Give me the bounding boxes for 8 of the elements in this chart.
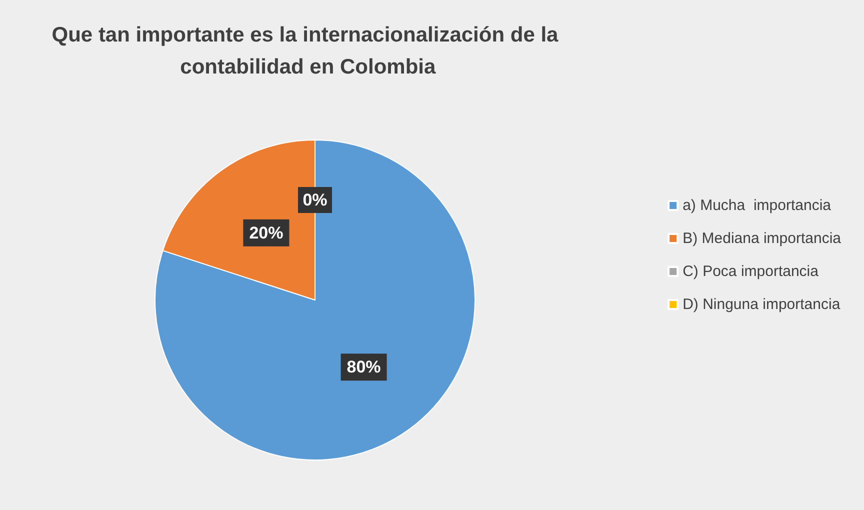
chart-title: Que tan importante es la internacionalización de la contabilidad en Colombia xyxy=(52,24,559,78)
legend-label: a) Mucha importancia xyxy=(682,197,832,214)
text: 0% xyxy=(302,190,328,210)
legend-label: B) Mediana importancia xyxy=(682,230,842,247)
legend-label: D) Ninguna importancia xyxy=(682,296,841,313)
legend-label: C) Poca importancia xyxy=(682,263,820,280)
data-label: 80% xyxy=(346,358,381,377)
data-label: 20% xyxy=(249,223,284,242)
